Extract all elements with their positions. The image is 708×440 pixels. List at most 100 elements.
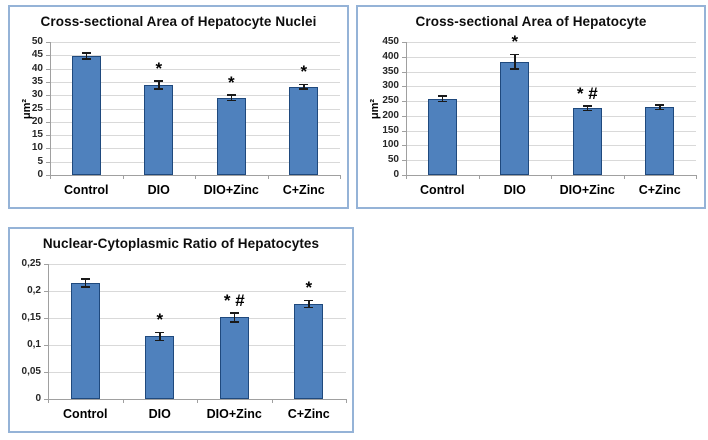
error-bar-line — [230, 94, 232, 101]
gridline — [406, 145, 696, 147]
error-bar-top-cap — [80, 278, 90, 280]
chart-panel-hepatocyte-area: Cross-sectional Area of Hepatocyte μm² 0… — [356, 5, 706, 209]
y-axis-line — [48, 264, 49, 400]
y-axis-tick — [46, 108, 50, 110]
y-axis-tick — [402, 71, 406, 73]
y-axis-line — [406, 42, 407, 176]
x-axis-tick — [406, 175, 407, 179]
category-label: DIO+Zinc — [206, 407, 262, 421]
bar-dio — [145, 336, 175, 399]
gridline — [48, 372, 346, 373]
category-label: Control — [420, 183, 465, 197]
y-axis-tick-label: 100 — [382, 139, 399, 151]
gridline — [406, 71, 696, 73]
error-bar-top-cap — [655, 104, 665, 106]
bar-control — [427, 98, 457, 175]
error-bar-line — [308, 300, 310, 308]
y-axis-tick-label: 0 — [37, 169, 43, 180]
y-axis-tick-label: 350 — [382, 65, 399, 77]
x-axis-tick — [478, 175, 480, 179]
error-bar-line — [303, 84, 305, 90]
y-axis-tick — [402, 42, 406, 43]
chart-panel-hepatocyte-nuclei-area: Cross-sectional Area of Hepatocyte Nucle… — [8, 5, 349, 209]
error-bar-top-cap — [81, 52, 91, 54]
y-axis-tick-label: 25 — [31, 102, 43, 114]
category-label: Control — [64, 183, 109, 197]
gridline — [50, 55, 340, 57]
error-bar-bottom-cap — [437, 100, 447, 103]
significance-marker: * # — [576, 83, 598, 103]
y-axis-tick — [46, 121, 50, 123]
error-bar-line — [159, 332, 161, 341]
bar-dio-zinc — [219, 317, 249, 399]
category-label: DIO — [503, 183, 526, 197]
significance-marker: * — [156, 310, 164, 330]
y-axis-tick-label: 0,05 — [21, 366, 41, 377]
y-axis-tick-label: 40 — [31, 62, 43, 74]
y-axis-tick-label: 0,25 — [21, 258, 41, 269]
category-label: DIO+Zinc — [203, 183, 259, 197]
gridline — [50, 135, 340, 137]
y-axis-line — [50, 42, 51, 176]
y-axis-tick — [402, 86, 406, 88]
y-axis-tick-label: 45 — [31, 49, 43, 61]
error-bar-bottom-cap — [229, 321, 239, 323]
y-axis-tick — [402, 175, 406, 176]
bar-control — [70, 282, 100, 399]
bar-dio-zinc — [572, 108, 602, 175]
significance-marker: * — [305, 278, 313, 298]
y-axis-tick-label: 5 — [37, 155, 43, 167]
x-axis-tick — [195, 175, 196, 179]
y-axis-tick-label: 200 — [382, 109, 399, 121]
category-label: DIO — [147, 183, 170, 197]
category-label: C+Zinc — [282, 183, 325, 197]
error-bar-line — [441, 95, 443, 102]
error-bar-top-cap — [299, 83, 309, 86]
error-bar-bottom-cap — [510, 68, 520, 70]
significance-marker: * # — [223, 290, 245, 310]
bar-dio — [500, 61, 530, 175]
category-label: C+Zinc — [287, 407, 330, 421]
x-axis-tick — [623, 175, 625, 179]
y-axis-tick — [402, 56, 406, 58]
y-axis-tick — [402, 101, 406, 103]
error-bar-top-cap — [304, 299, 314, 302]
error-bar-bottom-cap — [81, 58, 91, 60]
x-axis-tick — [346, 399, 347, 403]
x-axis-tick — [271, 399, 273, 403]
chart-title: Cross-sectional Area of Hepatocyte — [415, 14, 647, 29]
y-axis-tick — [44, 345, 48, 346]
error-bar-bottom-cap — [226, 99, 236, 102]
error-bar-top-cap — [437, 95, 447, 97]
y-axis-tick — [46, 81, 50, 83]
error-bar-bottom-cap — [155, 339, 165, 342]
error-bar-top-cap — [155, 331, 165, 334]
y-axis-tick-label: 30 — [31, 89, 43, 101]
bar-dio — [144, 85, 174, 175]
y-axis-tick-label: 450 — [382, 36, 399, 47]
y-axis-tick-label: 250 — [382, 95, 399, 107]
error-bar-line — [84, 278, 86, 288]
x-axis-tick — [122, 175, 124, 179]
category-label: DIO — [148, 407, 171, 421]
y-axis-tick-label: 0 — [35, 393, 41, 404]
gridline — [48, 264, 346, 265]
y-axis-tick — [46, 148, 50, 150]
error-bar-top-cap — [582, 105, 592, 107]
x-axis-tick — [267, 175, 269, 179]
y-axis-tick — [46, 135, 50, 137]
y-axis-tick-label: 150 — [382, 124, 399, 136]
y-axis-tick-label: 0 — [393, 169, 399, 180]
y-axis-tick — [46, 161, 50, 163]
gridline — [406, 115, 696, 117]
y-axis-tick-label: 400 — [382, 50, 399, 62]
gridline — [406, 101, 696, 103]
error-bar-line — [85, 52, 87, 59]
x-axis-tick — [48, 399, 49, 403]
gridline — [48, 345, 346, 346]
x-axis-tick — [340, 175, 341, 179]
error-bar-bottom-cap — [304, 306, 314, 309]
bar-dio-zinc — [216, 97, 246, 175]
chart-panel-nuclear-cytoplasmic-ratio: Nuclear-Cytoplasmic Ratio of Hepatocytes… — [8, 227, 354, 433]
